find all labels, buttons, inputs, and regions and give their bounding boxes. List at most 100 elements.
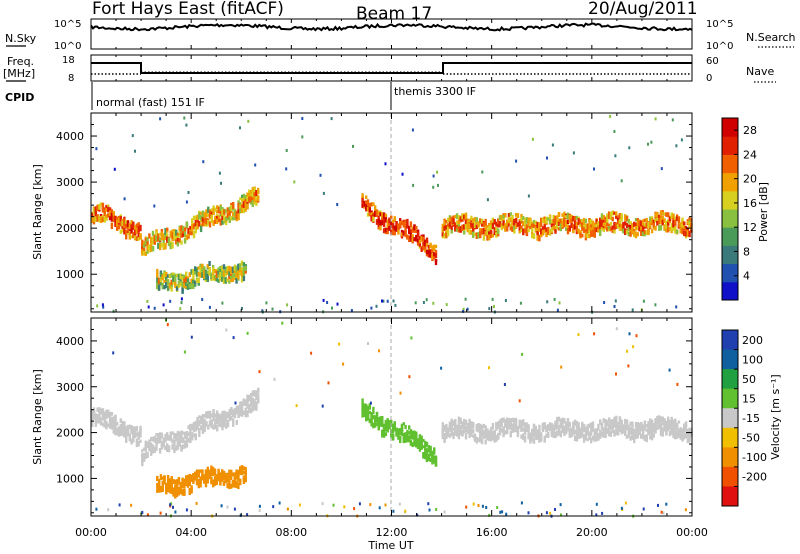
power-colorbar-step	[722, 118, 738, 137]
echo-cell	[488, 513, 491, 517]
echo-cell	[183, 283, 186, 288]
echo-cell	[443, 436, 446, 443]
echo-cell	[203, 427, 206, 433]
echo-cell	[201, 263, 204, 269]
echo-cell	[572, 429, 575, 434]
echo-cell	[239, 479, 242, 486]
echo-cell	[221, 421, 224, 427]
echo-cell	[531, 429, 534, 434]
echo-cell	[670, 212, 673, 220]
echo-cell	[94, 216, 97, 222]
echo-cell	[536, 231, 539, 235]
echo-cell	[116, 427, 119, 435]
echo-cell	[618, 416, 622, 424]
echo-cell	[230, 416, 233, 421]
echo-cell	[543, 224, 546, 230]
echo-cell	[641, 231, 645, 237]
freq-ticks	[90, 55, 693, 81]
echo-cell	[634, 222, 638, 226]
echo-cell	[638, 426, 641, 434]
echo-cell	[249, 196, 253, 203]
echo-cell	[463, 228, 466, 235]
echo-cell	[201, 216, 205, 222]
echo-cell	[240, 307, 243, 310]
echo-cell	[463, 214, 466, 220]
echo-cell	[504, 430, 507, 435]
echo-cell	[217, 278, 220, 283]
echo-cell	[595, 432, 598, 437]
echo-cell	[228, 273, 231, 280]
echo-cell	[370, 417, 373, 423]
echo-cell	[365, 200, 368, 206]
echo-cell	[674, 433, 677, 440]
echo-cell	[123, 431, 126, 438]
echo-cell	[415, 225, 418, 230]
echo-cell	[409, 229, 413, 233]
echo-cell	[199, 482, 202, 488]
echo-cell	[195, 474, 199, 479]
echo-cell	[454, 428, 457, 436]
echo-cell	[185, 200, 188, 204]
time-tick-label: 16:00	[476, 526, 508, 539]
echo-cell	[194, 425, 197, 429]
echo-cell	[116, 219, 119, 227]
echo-cell	[502, 214, 505, 219]
echo-cell	[445, 224, 448, 230]
echo-cell	[159, 117, 162, 121]
echo-cell	[624, 430, 627, 436]
echo-cell	[157, 284, 161, 291]
echo-cell	[565, 227, 568, 231]
echo-cell	[599, 430, 602, 436]
echo-cell	[500, 422, 503, 428]
echo-cell	[206, 467, 209, 475]
echo-cell	[161, 487, 164, 492]
nave-tick-bottom: 0	[706, 73, 712, 84]
echo-cell	[190, 282, 193, 289]
echo-cell	[251, 196, 254, 203]
echo-cell	[128, 438, 131, 442]
echo-cell	[452, 420, 455, 424]
echo-cell	[554, 420, 557, 428]
echo-cell	[257, 400, 260, 404]
echo-cell	[445, 423, 448, 428]
echo-cell	[455, 424, 459, 430]
echo-cell	[128, 223, 131, 229]
echo-cell	[509, 226, 512, 231]
echo-cell	[155, 433, 158, 437]
echo-cell	[175, 286, 179, 291]
echo-cell	[470, 215, 473, 221]
echo-cell	[584, 429, 588, 435]
echo-cell	[210, 413, 213, 418]
echo-cell	[404, 432, 407, 436]
echo-cell	[151, 444, 155, 448]
echo-cell	[429, 250, 432, 257]
echo-cell	[365, 414, 368, 419]
echo-cell	[493, 227, 496, 231]
echo-cell	[179, 282, 182, 287]
echo-cell	[370, 412, 373, 416]
echo-cell	[370, 202, 373, 207]
echo-cell	[545, 426, 548, 431]
echo-cell	[408, 431, 411, 435]
echo-cell	[107, 213, 110, 218]
echo-cell	[634, 432, 638, 439]
echo-cell	[441, 428, 444, 436]
echo-cell	[139, 224, 142, 232]
echo-cell	[581, 219, 584, 223]
echo-cell	[415, 440, 418, 448]
echo-cell	[248, 403, 251, 409]
echo-cell	[550, 426, 554, 433]
echo-cell	[452, 427, 455, 431]
echo-cell	[182, 225, 185, 232]
echo-cell	[230, 471, 233, 476]
echo-cell	[224, 416, 228, 422]
echo-cell	[219, 423, 222, 428]
echo-cell	[194, 266, 197, 273]
echo-cell	[186, 475, 190, 482]
echo-cell	[627, 431, 630, 436]
echo-cell	[616, 421, 620, 428]
echo-cell	[616, 430, 620, 436]
echo-cell	[397, 433, 400, 437]
echo-cell	[406, 429, 409, 435]
velocity-colorbar-step	[722, 466, 738, 487]
